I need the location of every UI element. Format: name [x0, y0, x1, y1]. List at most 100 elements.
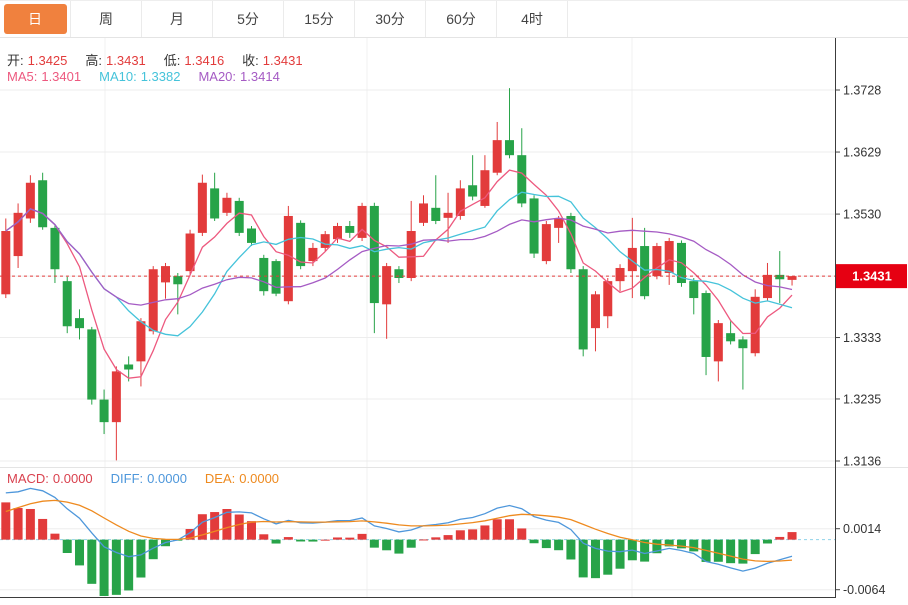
candle-body: [197, 182, 207, 233]
macd-hist-bar: [529, 539, 539, 544]
macd-hist-bar: [676, 539, 686, 549]
macd-hist-bar: [394, 539, 404, 554]
macd-hist-bar: [50, 533, 60, 540]
ma10-line: [5, 191, 793, 337]
candle-body: [775, 274, 785, 280]
candle-body: [689, 281, 699, 299]
tab-4hour-label: 4时: [521, 11, 543, 27]
candle-body: [517, 155, 527, 204]
quote-field-0: 开: 1.3425: [7, 50, 71, 69]
macd-hist-bar: [468, 529, 478, 540]
candle-body: [75, 318, 85, 329]
candle-body: [566, 215, 576, 270]
candle-body: [271, 261, 281, 294]
macd-field-1: DIFF: 0.0000: [111, 471, 191, 486]
ma5-line: [5, 169, 793, 379]
macd-field-0: MACD: 0.0000: [7, 471, 97, 486]
candle-body: [99, 399, 109, 423]
candle-body: [713, 323, 723, 362]
price-axis-label: 1.3136: [843, 455, 881, 469]
candle-body: [382, 266, 392, 305]
candle-body: [173, 276, 183, 285]
macd-hist-bar: [603, 539, 613, 575]
macd-field-1-label: DIFF:: [110, 471, 144, 486]
macd-hist-bar: [222, 509, 232, 540]
tab-4hour[interactable]: 4时: [497, 1, 568, 37]
candle-body: [148, 269, 158, 332]
tab-day[interactable]: 日: [0, 1, 71, 37]
macd-hist-bar: [308, 539, 318, 542]
candle-body: [259, 257, 269, 292]
macd-hist-bar: [271, 539, 281, 544]
tab-5min-label: 5分: [237, 11, 259, 27]
macd-hist-bar: [75, 539, 85, 566]
macd-hist-bar: [787, 532, 797, 540]
price-axis-label: 1.3629: [843, 146, 881, 160]
macd-field-0-label: MACD:: [7, 471, 49, 486]
candle-body: [504, 140, 514, 156]
macd-hist-bar: [517, 528, 527, 540]
candle-body: [541, 224, 551, 262]
candle-body: [185, 233, 195, 272]
macd-hist-bar: [247, 521, 256, 540]
candle-body: [480, 170, 490, 206]
candle-body: [62, 281, 72, 327]
candle-body: [357, 205, 367, 238]
tab-15min[interactable]: 15分: [284, 1, 355, 37]
quote-field-2-value: 1.3416: [184, 53, 225, 68]
candle-body: [234, 200, 244, 233]
macd-hist-bar: [210, 512, 220, 540]
candle-body: [124, 364, 134, 370]
ma-field-0-label: MA5:: [7, 69, 38, 84]
tab-30min[interactable]: 30分: [355, 1, 426, 37]
macd-hist-bar: [492, 519, 502, 540]
tab-60min-label: 60分: [446, 11, 476, 27]
macd-hist-bar: [13, 508, 23, 540]
macd-field-1-value: 0.0000: [147, 471, 187, 486]
macd-hist-bar: [234, 514, 244, 540]
macd-hist-bar: [418, 539, 428, 541]
macd-hist-bar: [726, 539, 736, 564]
ma-field-1: MA10: 1.3382: [99, 69, 184, 84]
macd-field-2-value: 0.0000: [239, 471, 280, 486]
candle-body: [492, 140, 502, 173]
quote-field-0-value: 1.3425: [27, 53, 68, 68]
macd-hist-bar: [296, 539, 306, 542]
candle-body: [787, 276, 797, 280]
ma-field-1-label: MA10:: [99, 69, 137, 84]
macd-hist-bar: [320, 539, 330, 541]
quote-legend: 开: 1.3425 高: 1.3431 低: 1.3416 收: 1.3431: [7, 50, 321, 69]
ma-field-2: MA20: 1.3414: [198, 69, 283, 84]
candle-body: [726, 333, 736, 342]
price-axis-label: 1.3728: [843, 84, 881, 98]
tab-60min[interactable]: 60分: [426, 1, 497, 37]
tab-week[interactable]: 周: [71, 1, 142, 37]
macd-hist-bar: [713, 539, 723, 562]
candle-body: [13, 212, 23, 257]
quote-field-1-value: 1.3431: [106, 53, 146, 68]
macd-hist-bar: [259, 534, 269, 540]
tab-15min-label: 15分: [304, 11, 334, 27]
macd-hist-bar: [578, 539, 588, 578]
tab-month[interactable]: 月: [142, 1, 213, 37]
candle-body: [38, 180, 48, 228]
macd-axis-label: -0.0064: [843, 583, 885, 597]
tab-30min-label: 30分: [375, 11, 405, 27]
candle-body: [455, 188, 465, 216]
diff-line: [5, 487, 793, 572]
quote-field-2-label: 低:: [163, 53, 181, 68]
price-axis-label: 1.3235: [843, 392, 881, 406]
ma-field-1-value: 1.3382: [140, 69, 181, 84]
candle-body: [664, 241, 674, 273]
macd-hist-bar: [25, 508, 35, 540]
ma20-line: [5, 208, 793, 306]
macd-hist-bar: [185, 529, 195, 540]
candle-body: [750, 296, 760, 354]
tab-5min[interactable]: 5分: [213, 1, 284, 37]
ma-field-2-label: MA20:: [198, 69, 237, 84]
macd-hist-bar: [332, 537, 342, 540]
macd-hist-bar: [455, 530, 465, 540]
candle-body: [111, 371, 121, 423]
macd-hist-bar: [443, 535, 453, 540]
